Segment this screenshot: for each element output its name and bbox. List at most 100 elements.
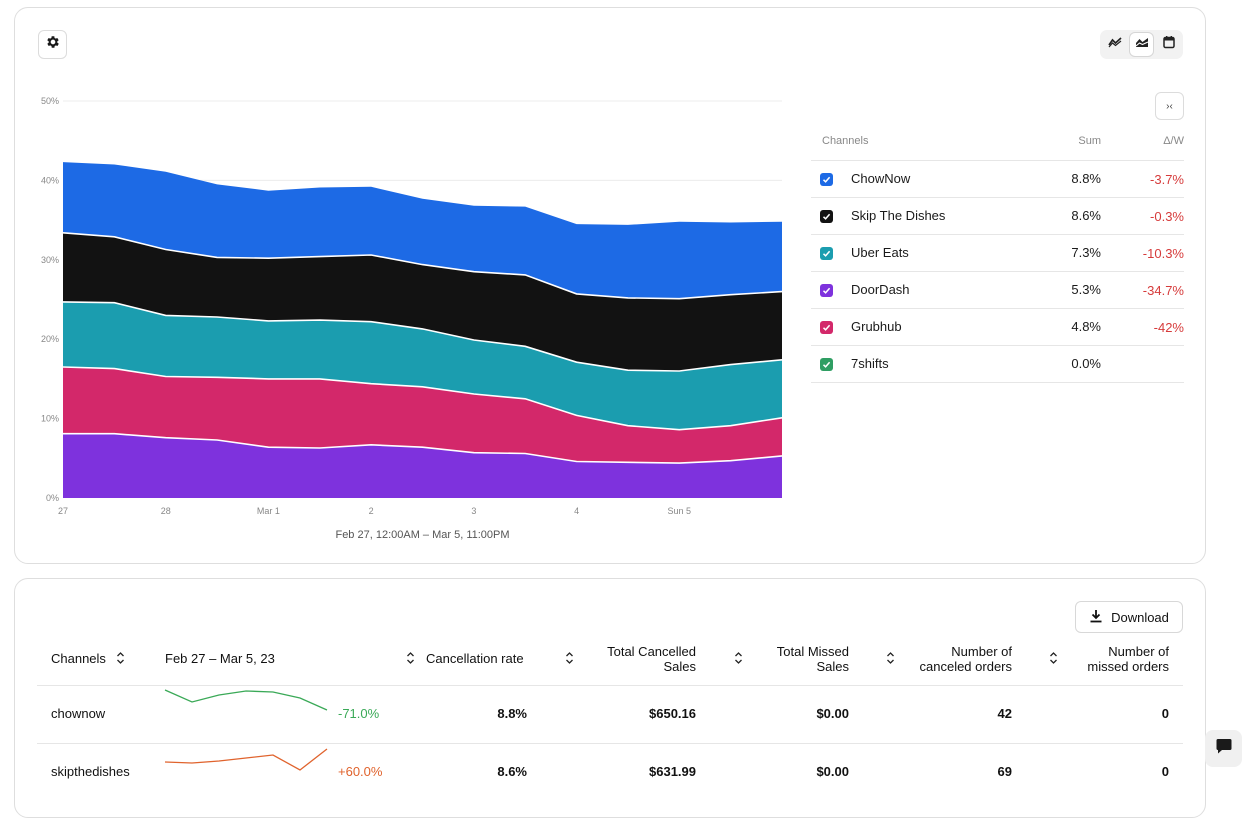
header-channels[interactable]: Channels xyxy=(51,651,106,666)
legend-delta: -10.3% xyxy=(1142,246,1184,261)
chat-button[interactable] xyxy=(1205,730,1242,767)
legend-header: Channels Sum Δ/W xyxy=(811,131,1184,161)
header-canceled-orders-line2: canceled orders xyxy=(919,659,1013,674)
header-missed-orders-line1: Number of xyxy=(1108,644,1169,659)
area-series-doordash[interactable] xyxy=(63,433,782,498)
x-tick-label: 2 xyxy=(369,506,374,516)
sparkline xyxy=(164,748,328,771)
legend-rows: ChowNow 8.8% -3.7% Skip The Dishes 8.6% -0.3%… xyxy=(811,161,1184,383)
legend-row[interactable]: 7shifts 0.0% xyxy=(811,346,1184,383)
sort-period-icon[interactable] xyxy=(406,651,415,670)
channel-name: skipthedishes xyxy=(51,764,130,779)
area-series-uber-eats[interactable] xyxy=(63,301,782,430)
sort-arrows-icon xyxy=(735,652,742,664)
legend-channel-name: Grubhub xyxy=(851,319,902,334)
series-boundary-line xyxy=(62,232,783,300)
sort-total-cancelled-icon[interactable] xyxy=(734,651,743,670)
stacked-area-chart: 0% 10% 20% 30% 40% 50% 27 28 Mar 1 2 3 4 Sun 5 Feb 27… xyxy=(41,96,783,541)
legend-row[interactable]: DoorDash 5.3% -34.7% xyxy=(811,272,1184,309)
y-tick-label: 0% xyxy=(46,493,59,503)
stacked-area-view-button[interactable] xyxy=(1130,33,1153,56)
legend-channel-name: DoorDash xyxy=(851,282,910,297)
x-tick-label: 3 xyxy=(471,506,476,516)
check-icon xyxy=(822,287,831,294)
check-icon xyxy=(822,361,831,368)
header-total-cancelled-sales[interactable]: Total Cancelled Sales xyxy=(607,644,696,674)
y-tick-label: 20% xyxy=(41,334,59,344)
sort-cancellation-rate-icon[interactable] xyxy=(565,651,574,670)
header-total-missed-line1: Total Missed xyxy=(776,644,849,659)
line-view-button[interactable] xyxy=(1103,33,1126,56)
legend-sum: 5.3% xyxy=(1071,282,1101,297)
check-icon xyxy=(822,176,831,183)
legend-header-delta: Δ/W xyxy=(1163,135,1184,147)
sort-arrows-icon xyxy=(117,652,124,664)
legend-row[interactable]: Grubhub 4.8% -42% xyxy=(811,309,1184,346)
sort-arrows-icon xyxy=(887,652,894,664)
series-checkbox[interactable] xyxy=(820,358,833,371)
y-tick-label: 50% xyxy=(41,96,59,106)
x-axis-label: Feb 27, 12:00AM – Mar 5, 11:00PM xyxy=(335,529,509,541)
sort-canceled-orders-icon[interactable] xyxy=(1049,651,1058,670)
series-checkbox[interactable] xyxy=(820,284,833,297)
legend-delta: -3.7% xyxy=(1150,172,1184,187)
series-checkbox[interactable] xyxy=(820,247,833,260)
series-boundary-line xyxy=(62,301,783,372)
channel-name: chownow xyxy=(51,706,106,721)
sort-arrows-icon xyxy=(407,652,414,664)
y-tick-label: 40% xyxy=(41,175,59,185)
area-series-skip-the-dishes[interactable] xyxy=(63,232,782,371)
legend-sum: 0.0% xyxy=(1071,356,1101,371)
total-cancelled-sales: $650.16 xyxy=(649,706,696,721)
sort-total-missed-icon[interactable] xyxy=(886,651,895,670)
calendar-view-button[interactable] xyxy=(1157,33,1180,56)
collapse-legend-button[interactable]: ›‹ xyxy=(1155,92,1184,120)
sparkline-line xyxy=(164,748,328,771)
table-row[interactable]: chownow -71.0% 8.8% $650.16 $0.00 42 0 xyxy=(37,685,1183,744)
x-tick-label: 4 xyxy=(574,506,579,516)
area-series-grubhub[interactable] xyxy=(63,367,782,464)
legend-delta: -0.3% xyxy=(1150,209,1184,224)
table-row[interactable]: skipthedishes +60.0% 8.6% $631.99 $0.00 69 0 xyxy=(37,743,1183,802)
legend-channel-name: 7shifts xyxy=(851,356,889,371)
canceled-orders-count: 42 xyxy=(997,706,1012,721)
trend-percent: +60.0% xyxy=(338,764,383,779)
sort-channels-icon[interactable] xyxy=(116,651,125,670)
area-series-chownow[interactable] xyxy=(63,162,782,299)
legend-sum: 8.8% xyxy=(1071,171,1101,186)
sort-arrows-icon xyxy=(1050,652,1057,664)
header-canceled-orders-line1: Number of xyxy=(951,644,1012,659)
legend-header-sum: Sum xyxy=(1078,135,1101,147)
download-icon xyxy=(1089,609,1103,626)
series-checkbox[interactable] xyxy=(820,173,833,186)
header-number-canceled-orders[interactable]: Number of canceled orders xyxy=(920,644,1013,674)
check-icon xyxy=(822,324,831,331)
download-label: Download xyxy=(1111,609,1169,625)
check-icon xyxy=(822,213,831,220)
header-number-missed-orders[interactable]: Number of missed orders xyxy=(1087,644,1169,674)
legend-table: Channels Sum Δ/W ChowNow 8.8% -3.7% Skip Th… xyxy=(811,131,1184,383)
missed-orders-count: 0 xyxy=(1161,706,1169,721)
trend-percent: -71.0% xyxy=(338,706,380,721)
header-total-missed-sales[interactable]: Total Missed Sales xyxy=(777,644,849,674)
calendar-icon xyxy=(1162,35,1176,54)
series-checkbox[interactable] xyxy=(820,210,833,223)
header-cancellation-rate[interactable]: Cancellation rate xyxy=(426,651,524,666)
header-total-cancelled-line1: Total Cancelled xyxy=(607,644,696,659)
settings-button[interactable] xyxy=(38,30,67,59)
total-cancelled-sales: $631.99 xyxy=(649,764,696,779)
header-period[interactable]: Feb 27 – Mar 5, 23 xyxy=(165,651,275,666)
gear-icon xyxy=(45,34,61,55)
sort-arrows-icon xyxy=(566,652,573,664)
canceled-orders-count: 69 xyxy=(997,764,1012,779)
chart-card: 0% 10% 20% 30% 40% 50% 27 28 Mar 1 2 3 4 Sun 5 Feb 27… xyxy=(14,7,1206,564)
legend-row[interactable]: Skip The Dishes 8.6% -0.3% xyxy=(811,198,1184,235)
header-total-cancelled-line2: Sales xyxy=(663,659,696,674)
x-tick-label: Mar 1 xyxy=(257,506,280,516)
legend-row[interactable]: Uber Eats 7.3% -10.3% xyxy=(811,235,1184,272)
legend-row[interactable]: ChowNow 8.8% -3.7% xyxy=(811,161,1184,198)
total-missed-sales: $0.00 xyxy=(816,764,849,779)
header-missed-orders-line2: missed orders xyxy=(1087,659,1169,674)
series-checkbox[interactable] xyxy=(820,321,833,334)
download-button[interactable]: Download xyxy=(1075,601,1183,633)
